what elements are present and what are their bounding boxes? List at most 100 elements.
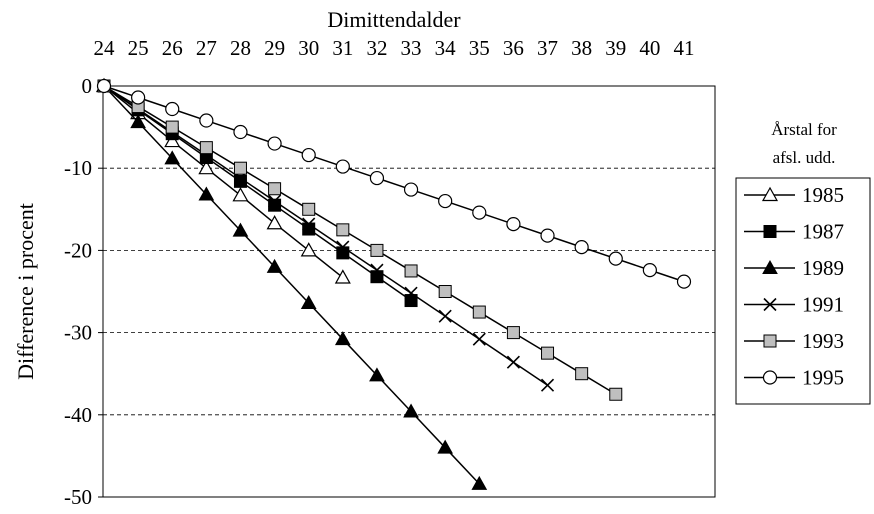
data-point: [300, 242, 317, 257]
legend-item-1993: 1993: [744, 329, 844, 353]
data-point: [199, 113, 214, 128]
x-tick-label: 27: [196, 36, 217, 60]
series-1995: [96, 78, 692, 289]
x-axis-title: Dimittendalder: [327, 7, 461, 32]
data-point: [506, 216, 521, 232]
legend-label: 1985: [802, 183, 844, 207]
data-point: [165, 101, 180, 117]
series-layer: [95, 77, 692, 490]
data-point: [761, 186, 779, 202]
x-tick-label: 24: [94, 36, 116, 60]
data-point: [506, 355, 520, 369]
data-point: [336, 246, 350, 260]
data-point: [608, 251, 623, 266]
legend-title-line-2: afsl. udd.: [773, 148, 836, 167]
legend-items: 1985 1987 1989 1991 1993 1995: [744, 183, 844, 390]
legend-item-1985: 1985: [744, 183, 844, 207]
data-point: [369, 367, 385, 382]
data-point: [472, 305, 486, 319]
x-tick-label: 39: [605, 36, 626, 60]
y-tick-label: -10: [64, 156, 92, 180]
data-point: [267, 136, 282, 151]
x-tick-label: 28: [230, 36, 251, 60]
data-point: [762, 370, 778, 385]
data-point: [762, 259, 778, 274]
x-tick-label: 30: [298, 36, 319, 60]
data-point: [130, 114, 146, 129]
data-point-stroke: [472, 332, 486, 346]
x-tick-label: 32: [366, 36, 387, 60]
legend-item-1995: 1995: [744, 366, 844, 390]
data-point: [404, 264, 418, 278]
y-tick-label: -20: [64, 238, 92, 262]
data-point: [369, 170, 385, 186]
data-point: [540, 228, 555, 243]
data-point: [575, 367, 589, 381]
data-point: [336, 240, 350, 254]
data-point: [164, 132, 181, 148]
data-point: [266, 215, 283, 230]
data-point: [763, 225, 777, 238]
data-point: [438, 285, 452, 298]
data-point: [198, 159, 215, 175]
data-point: [164, 150, 181, 165]
data-point: [642, 263, 657, 278]
data-point: [370, 263, 384, 277]
data-point: [540, 378, 555, 392]
data-point: [574, 240, 589, 255]
legend-label: 1993: [802, 329, 844, 353]
legend-label: 1987: [802, 220, 844, 244]
data-point: [472, 205, 487, 220]
data-point-stroke: [370, 263, 384, 277]
data-point: [609, 387, 623, 401]
data-point: [404, 286, 418, 300]
legend-label: 1989: [802, 256, 844, 280]
data-point-stroke: [302, 217, 316, 231]
data-point: [334, 331, 351, 346]
data-point-stroke: [540, 378, 555, 392]
data-point: [233, 124, 248, 140]
series-1993: [97, 79, 623, 401]
data-point: [232, 222, 249, 237]
x-tick-label: 25: [128, 36, 149, 60]
data-point: [763, 334, 777, 348]
y-tick-label: 0: [82, 74, 93, 98]
legend-item-1991: 1991: [744, 293, 844, 317]
y-axis-ticks: 0 -10 -20 -30 -40 -50: [64, 74, 103, 509]
x-tick-label: 41: [674, 36, 695, 60]
legend-item-1987: 1987: [744, 220, 844, 244]
x-axis-ticks: 24 25 26 27 28 29 30 31 32 33 34 35 36 37 38 39 40 41: [94, 36, 695, 60]
data-point: [165, 120, 179, 134]
data-point: [763, 297, 777, 312]
data-point: [676, 274, 692, 289]
data-point-stroke: [404, 286, 418, 300]
x-tick-label: 29: [264, 36, 285, 60]
x-tick-label: 36: [503, 36, 524, 60]
data-point: [541, 346, 555, 360]
data-point: [370, 243, 384, 257]
data-point-stroke: [268, 194, 282, 208]
data-point: [301, 147, 316, 163]
series-line: [103, 85, 617, 395]
data-point: [266, 258, 283, 273]
series-line: [103, 85, 548, 386]
series-line: [103, 85, 685, 283]
x-tick-label: 38: [571, 36, 592, 60]
data-point: [403, 182, 419, 197]
data-point-stroke: [438, 309, 452, 323]
data-point: [199, 141, 213, 155]
x-tick-label: 37: [537, 36, 558, 60]
legend-item-1989: 1989: [744, 256, 844, 280]
y-tick-label: -30: [64, 321, 92, 345]
data-point-stroke: [506, 355, 520, 369]
legend-label: 1995: [802, 366, 844, 390]
data-point: [96, 78, 112, 94]
data-point: [233, 161, 247, 175]
x-tick-label: 35: [469, 36, 490, 60]
data-point: [335, 159, 350, 174]
data-point: [472, 332, 486, 346]
data-point: [198, 186, 215, 201]
x-tick-label: 34: [435, 36, 457, 60]
legend: [735, 177, 871, 405]
